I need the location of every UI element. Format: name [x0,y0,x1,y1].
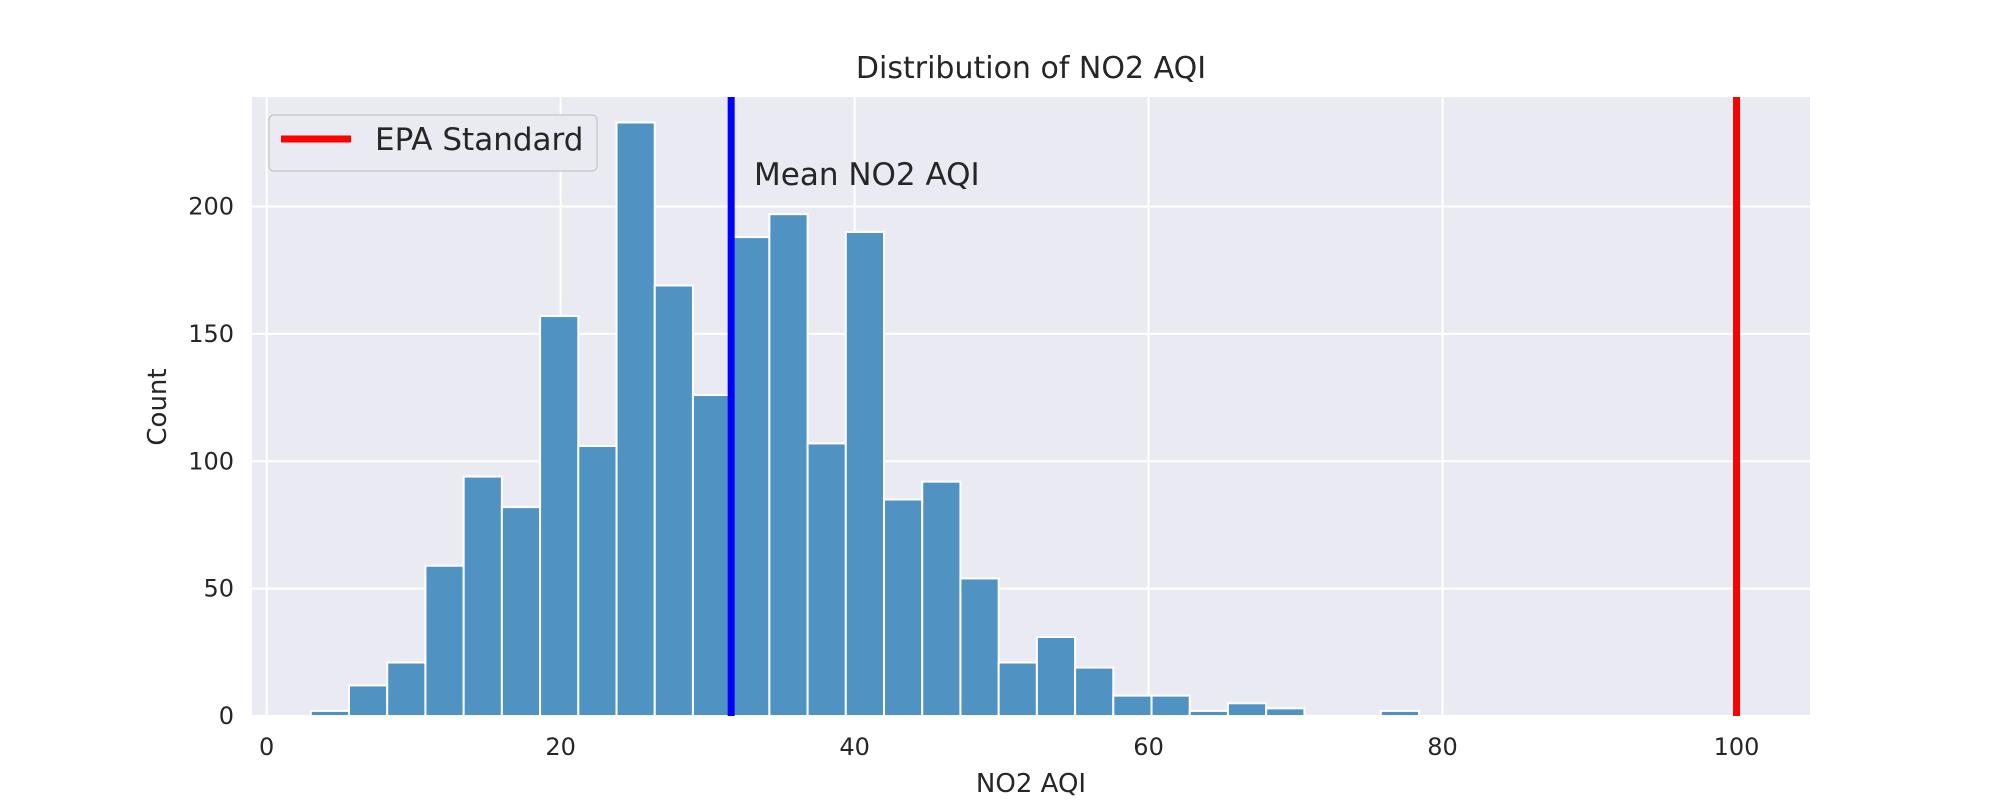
histogram-bar [539,315,580,717]
x-axis-ticks: 0 20 40 60 80 100 [259,733,1759,761]
histogram-bar [921,480,962,717]
histogram-bar [1226,702,1268,717]
reference-lines [727,97,1741,716]
y-tick-label: 50 [203,575,234,603]
y-tick-label: 200 [188,193,234,221]
histogram-bar [309,709,351,717]
histogram-bar [997,661,1038,717]
histogram-bar [1150,694,1191,717]
histogram-bar [844,231,886,717]
histogram-bar [1112,694,1153,717]
legend-box [268,114,598,172]
histogram-bar [768,213,809,718]
y-tick-label: 0 [219,702,234,730]
histogram-bar [1265,707,1306,718]
histogram-bars [309,121,1421,718]
histogram-bar [577,444,618,717]
histogram-bar [500,506,542,718]
y-tick-label: 100 [188,447,234,475]
chart-title: Distribution of NO2 AQI [856,51,1206,86]
histogram-bar [653,284,694,717]
x-tick-label: 80 [1427,733,1458,761]
histogram-bar [959,577,1000,718]
histogram-bar [424,564,465,717]
histogram-bar [1188,709,1229,717]
x-tick-label: 40 [839,733,870,761]
legend-label: EPA Standard [375,122,583,158]
mean-annotation: Mean NO2 AQI [754,157,980,193]
x-tick-label: 0 [259,733,274,761]
histogram-bar [348,684,389,718]
histogram-bar [1074,666,1115,718]
histogram-bar [883,498,924,717]
x-tick-label: 60 [1133,733,1164,761]
legend: EPA Standard [268,114,598,172]
histogram-bar [691,394,733,717]
y-axis-label: Count [143,368,173,445]
histogram-bar [386,661,427,717]
histogram-bar [806,442,847,717]
y-axis-ticks: 0 50 100 150 200 [188,193,234,730]
histogram-bar [462,475,503,718]
histogram-bar [1035,636,1077,717]
y-tick-label: 150 [188,320,234,348]
x-axis-label: NO2 AQI [976,769,1086,799]
x-tick-label: 20 [545,733,576,761]
histogram-bar [615,121,656,717]
histogram-bar [730,236,771,717]
histogram-bar [1379,709,1421,717]
x-tick-label: 100 [1714,733,1760,761]
